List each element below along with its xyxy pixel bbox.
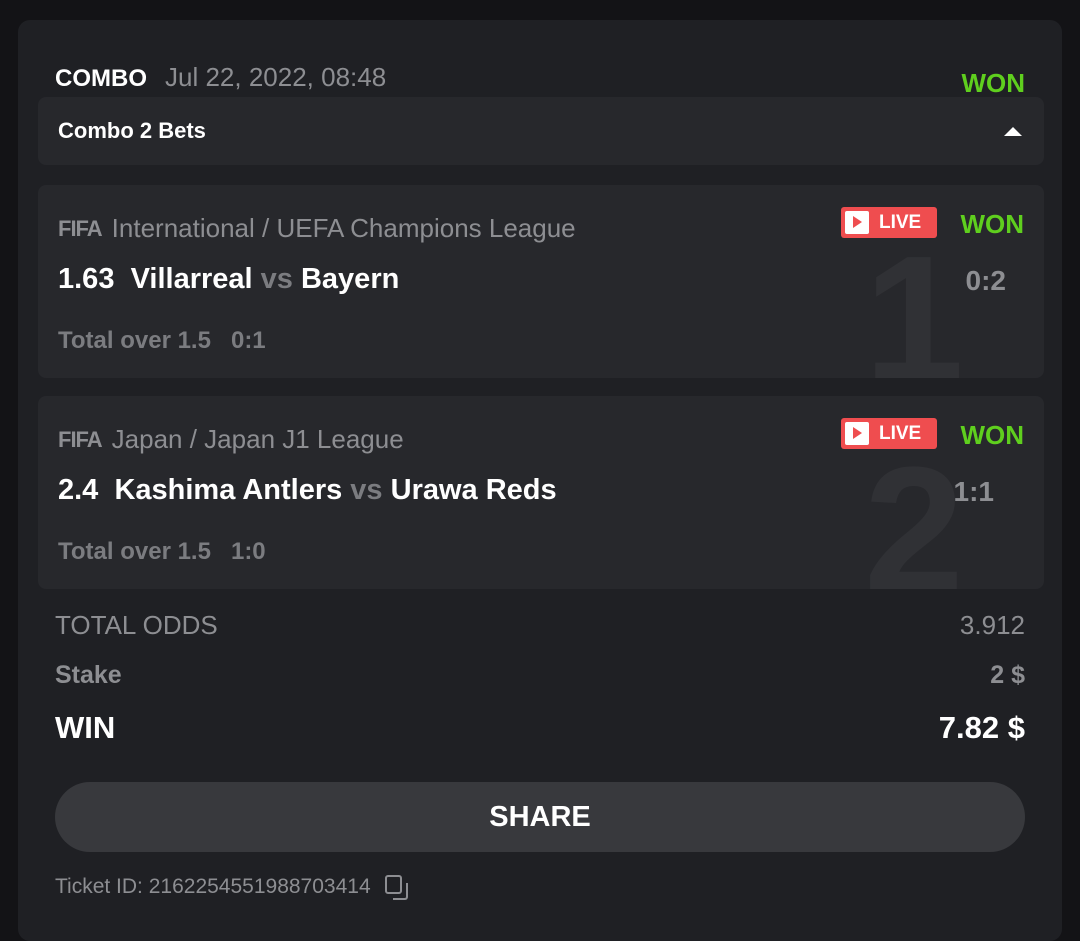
home-team: Kashima Antlers [114, 474, 343, 506]
ticket-status: WON [961, 68, 1025, 98]
total-odds-label: TOTAL ODDS [55, 610, 218, 640]
bet-ticket-card: COMBO Jul 22, 2022, 08:48 WON Combo 2 Be… [18, 20, 1062, 941]
market: Total over 1.5 1:0 [58, 538, 266, 566]
league-name: International / UEFA Champions League [111, 213, 576, 243]
match-score: 0:2 [965, 265, 1006, 296]
combo-toggle[interactable]: Combo 2 Bets [38, 97, 1044, 165]
fifa-icon: FIFA [58, 215, 103, 241]
bet-type: COMBO [55, 65, 147, 92]
live-label: LIVE [879, 422, 922, 444]
share-button[interactable]: SHARE [55, 782, 1025, 852]
bet-date: Jul 22, 2022, 08:48 [165, 62, 387, 92]
odds: 1.63 [58, 263, 115, 295]
stake-label: Stake [55, 661, 122, 689]
ticket-header: COMBO Jul 22, 2022, 08:48 [55, 62, 386, 93]
market-score: 1:0 [230, 538, 266, 565]
bet-item: 2 FIFA Japan / Japan J1 League LIVE WON 2… [38, 396, 1044, 589]
match-score: 1:1 [953, 476, 994, 507]
caret-up-icon [1004, 126, 1022, 136]
market-score: 0:1 [230, 327, 266, 354]
play-icon [845, 422, 869, 445]
bet-number: 2 [863, 430, 964, 590]
stake-row: Stake 2 $ [55, 661, 1025, 690]
total-odds-value: 3.912 [959, 610, 1025, 640]
match: 2.4 Kashima Antlers vs Urawa Reds [58, 474, 557, 507]
vs: vs [350, 474, 383, 506]
away-team: Bayern [300, 263, 400, 295]
home-team: Villarreal [130, 263, 253, 295]
live-badge: LIVE [841, 418, 937, 449]
copy-icon[interactable] [384, 875, 408, 900]
bet-item: 1 FIFA International / UEFA Champions Lea… [38, 185, 1044, 378]
total-odds-row: TOTAL ODDS 3.912 [55, 610, 1025, 641]
bet-status: WON [960, 420, 1024, 450]
bet-number: 1 [863, 219, 964, 379]
win-value: 7.82 $ [938, 710, 1025, 745]
market-name: Total over 1.5 [58, 327, 211, 354]
away-team: Urawa Reds [390, 474, 557, 506]
stake-value: 2 $ [990, 661, 1025, 689]
win-label: WIN [55, 710, 116, 745]
league-name: Japan / Japan J1 League [111, 424, 404, 454]
combo-label: Combo 2 Bets [58, 118, 206, 143]
win-row: WIN 7.82 $ [55, 710, 1025, 746]
play-icon [845, 211, 869, 234]
vs: vs [260, 263, 293, 295]
bet-status: WON [960, 209, 1024, 239]
market: Total over 1.5 0:1 [58, 327, 266, 355]
ticket-id: Ticket ID: 2162254551988703414 [55, 875, 408, 900]
market-name: Total over 1.5 [58, 538, 211, 565]
live-label: LIVE [879, 211, 922, 233]
match: 1.63 Villarreal vs Bayern [58, 263, 399, 296]
ticket-id-text: Ticket ID: 2162254551988703414 [55, 875, 371, 898]
fifa-icon: FIFA [58, 426, 103, 452]
live-badge: LIVE [841, 207, 937, 238]
odds: 2.4 [58, 474, 99, 506]
